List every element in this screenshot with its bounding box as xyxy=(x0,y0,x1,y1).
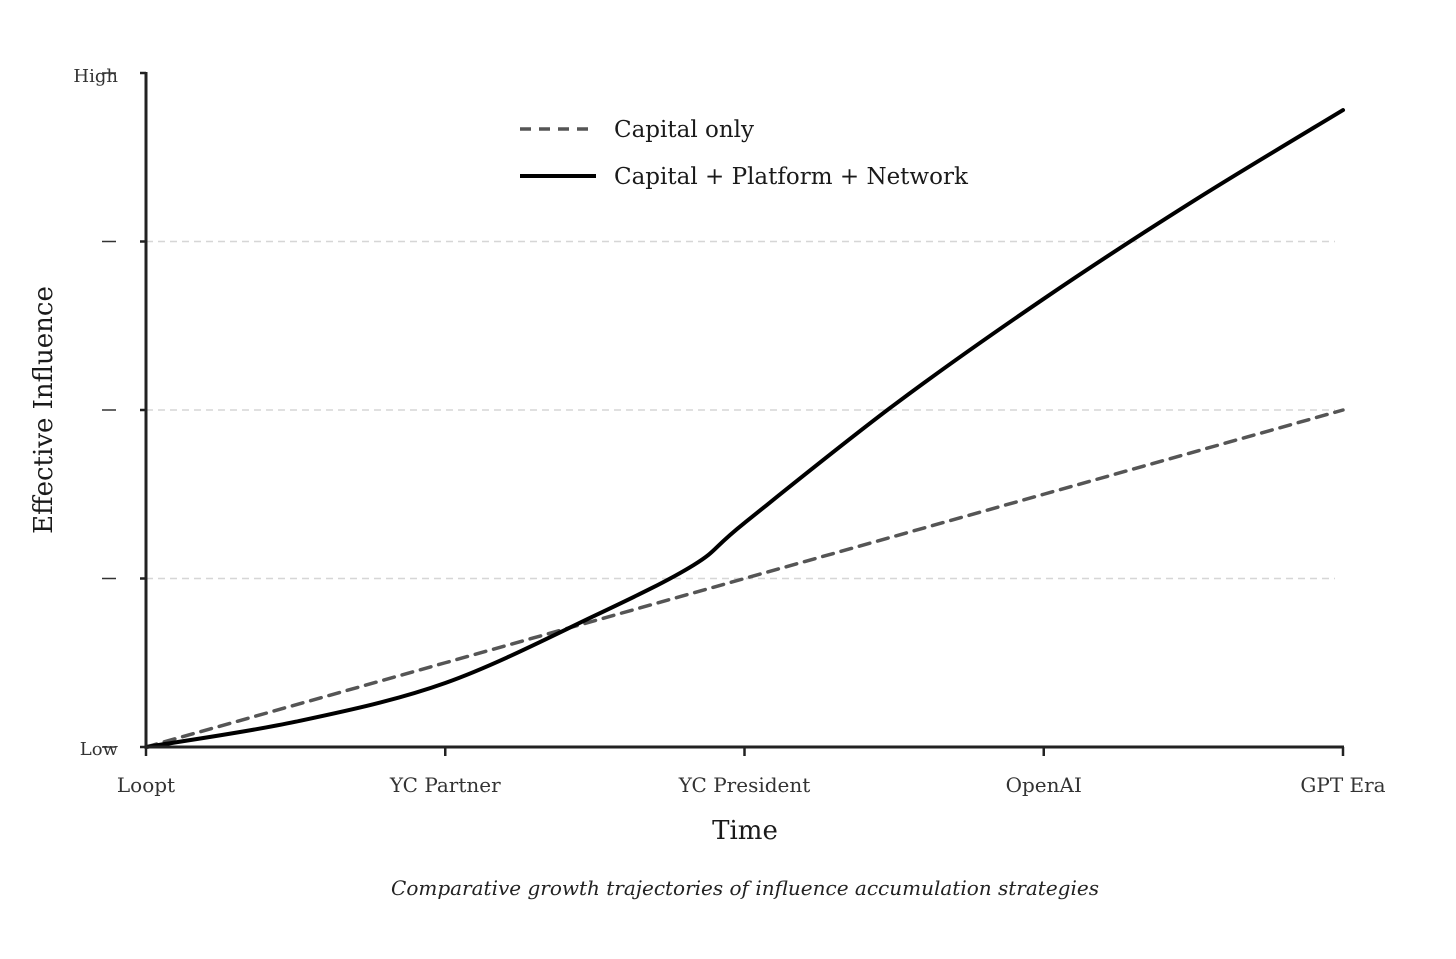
chart-caption: Comparative growth trajectories of influ… xyxy=(391,876,1099,900)
y-axis-high-label: High xyxy=(73,66,118,87)
x-axis-title: Time xyxy=(712,816,778,846)
series-line-capital-only xyxy=(144,408,1345,749)
x-tick-label: YC Partner xyxy=(389,773,501,797)
x-tick-label: Loopt xyxy=(117,773,175,797)
y-axis-low-label: Low xyxy=(80,739,119,760)
legend: Capital only Capital + Platform + Networ… xyxy=(520,117,969,190)
x-tick-label: YC President xyxy=(678,773,811,797)
x-tick-label: OpenAI xyxy=(1006,773,1082,797)
x-tick-label: GPT Era xyxy=(1300,773,1385,797)
legend-label-capital-only: Capital only xyxy=(614,117,754,143)
series-line-capital-platform-network xyxy=(144,108,1345,749)
x-ticks: Loopt YC Partner YC President OpenAI GPT Era xyxy=(117,747,1386,797)
y-axis-title: Effective Influence xyxy=(29,286,59,534)
y-ticks xyxy=(102,71,146,749)
legend-label-capital-platform-network: Capital + Platform + Network xyxy=(614,164,969,190)
series-lines xyxy=(144,108,1345,749)
